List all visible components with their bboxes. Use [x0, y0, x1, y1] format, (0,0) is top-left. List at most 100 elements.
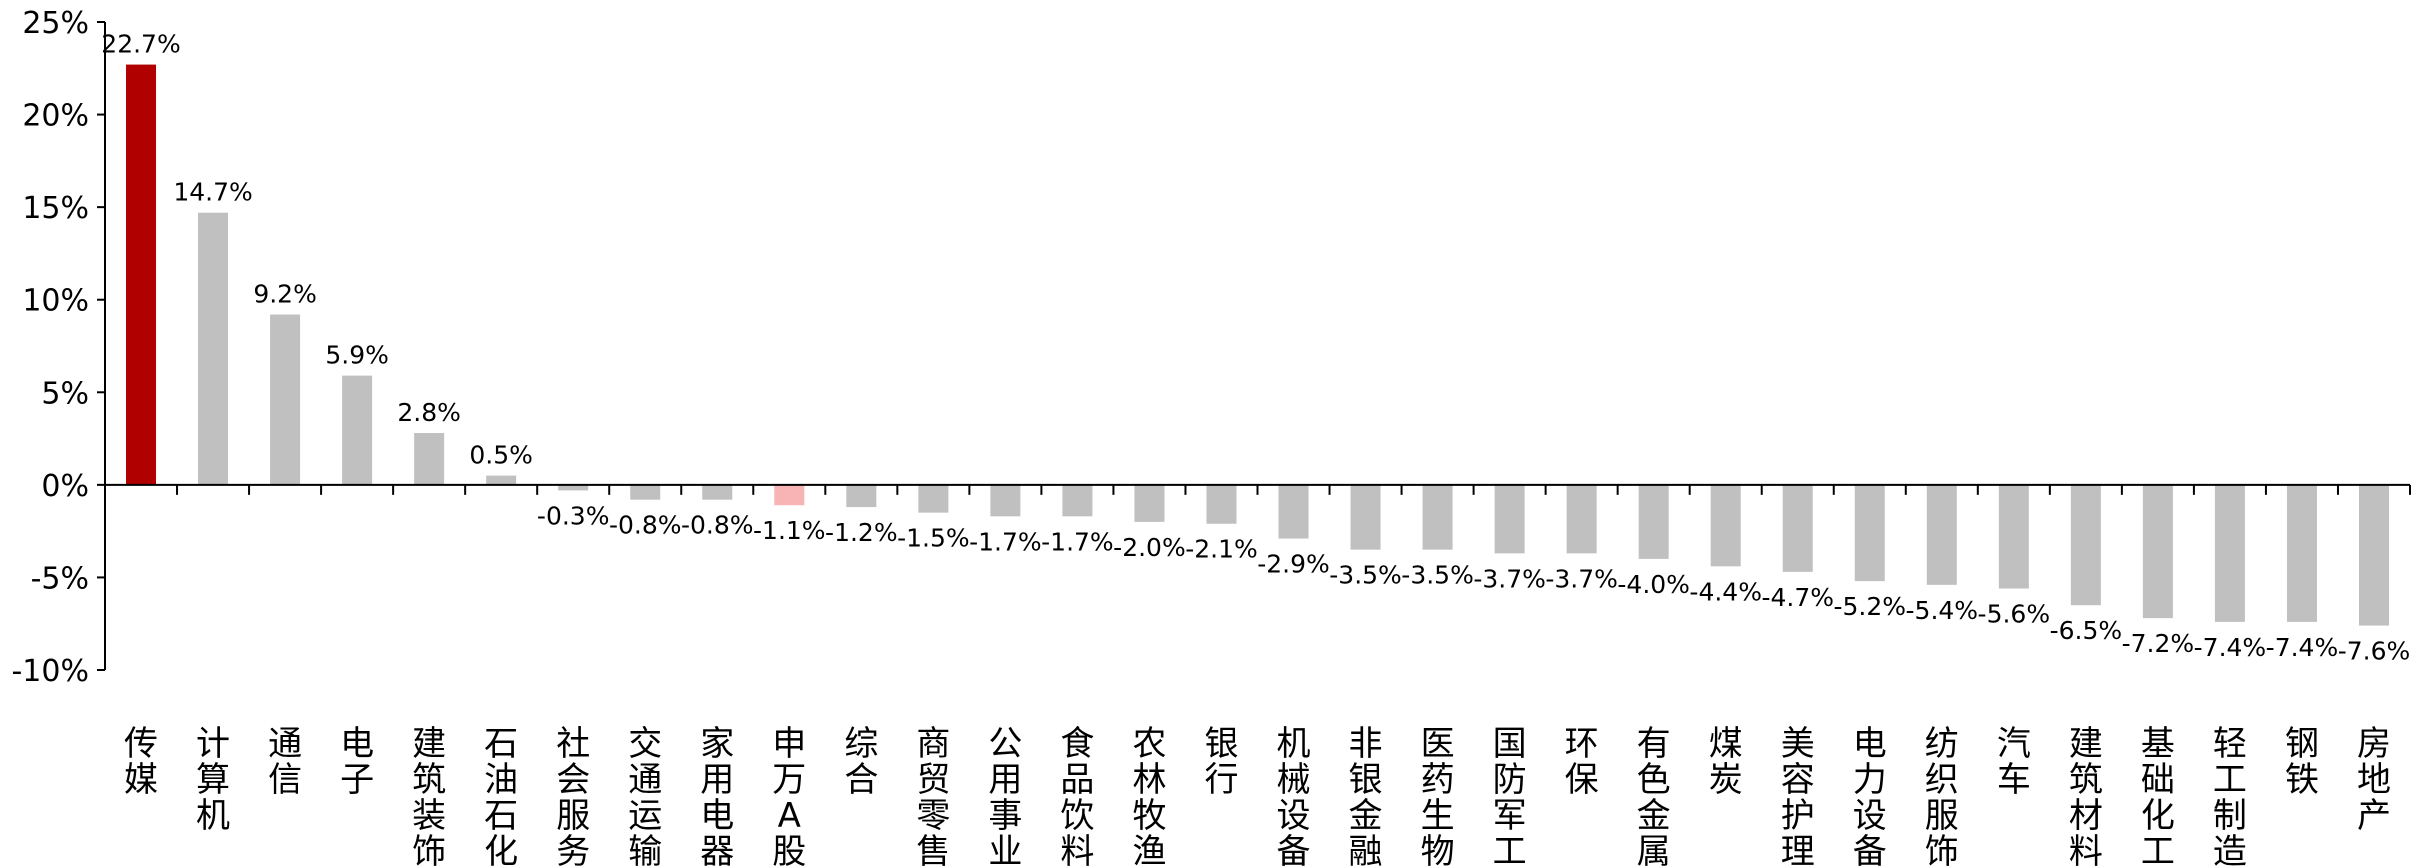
category-label: 电子 — [340, 724, 374, 800]
category-label: 纺织服饰 — [1925, 724, 1959, 868]
category-label: 汽车 — [1997, 724, 2031, 800]
bar — [2358, 484, 2389, 626]
bar — [558, 484, 589, 491]
category-label: 商贸零售 — [916, 724, 950, 868]
data-label: -7.6% — [2338, 637, 2411, 666]
bar — [1998, 484, 2029, 589]
category-label: 家用电器 — [700, 724, 734, 868]
category-label: 建筑装饰 — [412, 724, 446, 868]
bar — [1494, 484, 1525, 554]
data-label: -1.7% — [969, 527, 1042, 556]
data-label: -1.2% — [825, 518, 898, 547]
category-label: 国防军工 — [1493, 724, 1527, 868]
bar — [846, 484, 877, 508]
category-label: 公用事业 — [988, 724, 1022, 868]
y-tick-label: -5% — [31, 561, 89, 596]
category-label: 石油石化 — [484, 724, 518, 868]
bar — [1350, 484, 1381, 550]
bar — [918, 484, 949, 513]
y-tick-label: 5% — [41, 376, 89, 411]
data-label: -7.4% — [2266, 633, 2339, 662]
data-label: -4.7% — [1761, 583, 1834, 612]
category-label: 申万 A 股 — [772, 724, 806, 868]
data-label: -6.5% — [2050, 616, 2123, 645]
category-label: 基础化工 — [2141, 724, 2175, 868]
data-label: -1.7% — [1041, 527, 1114, 556]
bar — [486, 475, 517, 485]
data-label: -2.1% — [1185, 535, 1258, 564]
data-label: -0.8% — [609, 511, 682, 540]
data-label: -7.2% — [2122, 629, 2195, 658]
bar — [1710, 484, 1741, 567]
bar — [342, 375, 373, 485]
data-label: -2.0% — [1113, 533, 1186, 562]
data-label: -0.3% — [537, 501, 610, 530]
bar — [2070, 484, 2101, 606]
data-label: -2.9% — [1257, 550, 1330, 579]
bar — [1062, 484, 1093, 517]
category-label: 美容护理 — [1781, 724, 1815, 868]
category-label: 房地产 — [2357, 724, 2391, 836]
category-label: 钢铁 — [2285, 724, 2319, 800]
data-label: -5.6% — [1978, 600, 2051, 629]
y-tick-label: 15% — [22, 191, 89, 226]
data-label: -3.5% — [1329, 561, 1402, 590]
data-label: -5.2% — [1833, 592, 1906, 621]
bar — [1782, 484, 1813, 572]
y-tick-label: 25% — [22, 6, 89, 41]
bar — [1278, 484, 1309, 539]
y-tick-label: 10% — [22, 284, 89, 319]
category-label: 机械设备 — [1277, 724, 1311, 868]
category-label: 环保 — [1565, 724, 1599, 800]
bar — [198, 212, 229, 485]
category-label: 银行 — [1204, 724, 1238, 800]
bar — [2142, 484, 2173, 619]
bar — [414, 433, 445, 485]
x-axis — [105, 483, 2411, 495]
data-label: -3.7% — [1473, 564, 1546, 593]
data-label: -3.5% — [1401, 561, 1474, 590]
category-label: 社会服务 — [556, 724, 590, 868]
category-label: 电力设备 — [1853, 724, 1887, 868]
data-label: 9.2% — [253, 280, 317, 309]
data-label: 22.7% — [101, 30, 180, 59]
y-tick-label: 0% — [41, 469, 89, 504]
bar — [702, 484, 733, 500]
category-label: 食品饮料 — [1060, 724, 1094, 868]
data-label: 5.9% — [325, 341, 389, 370]
y-tick-label: -10% — [11, 654, 89, 689]
category-label: 计算机 — [196, 724, 230, 836]
bar — [2286, 484, 2317, 622]
category-label: 轻工制造 — [2213, 724, 2247, 868]
category-label: 交通运输 — [628, 724, 662, 868]
data-label: -0.8% — [681, 511, 754, 540]
bar — [270, 314, 301, 485]
bar — [990, 484, 1021, 517]
bar — [1854, 484, 1885, 582]
category-label: 综合 — [844, 724, 878, 800]
data-label: 14.7% — [173, 178, 252, 207]
category-label: 通信 — [268, 724, 302, 800]
category-label: 医药生物 — [1421, 724, 1455, 868]
bar — [1566, 484, 1597, 554]
data-label: -4.4% — [1689, 577, 1762, 606]
bar — [2214, 484, 2245, 622]
category-label: 煤炭 — [1709, 724, 1743, 800]
bar — [630, 484, 661, 500]
data-label: -7.4% — [2194, 633, 2267, 662]
category-label: 建筑材料 — [2069, 724, 2103, 868]
data-label: 2.8% — [397, 398, 461, 427]
category-label: 传媒 — [124, 724, 158, 800]
data-label: -3.7% — [1545, 564, 1618, 593]
data-label: -1.5% — [897, 524, 970, 553]
data-label: -4.0% — [1617, 570, 1690, 599]
data-label: -1.1% — [753, 516, 826, 545]
data-labels: 22.7%14.7%9.2%5.9%2.8%0.5%-0.3% -0.8% -0.8… — [101, 30, 2410, 666]
bar — [1638, 484, 1669, 559]
data-label: -5.4% — [1906, 596, 1979, 625]
bar — [1134, 484, 1165, 522]
y-tick-label: 20% — [22, 99, 89, 134]
category-label: 农林牧渔 — [1132, 724, 1166, 868]
y-axis: -10% -5% 0% 5% 10% 15% 20% 25% — [11, 6, 106, 689]
